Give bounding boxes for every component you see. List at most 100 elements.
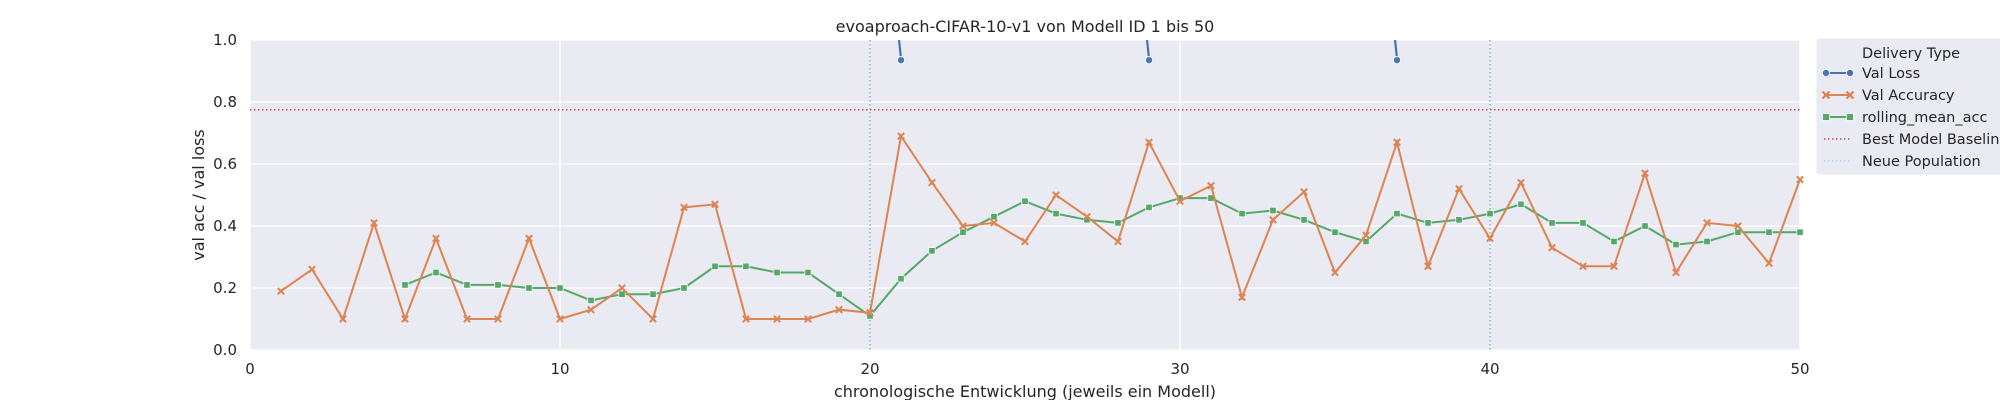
- rolling-mean-point: [556, 284, 564, 292]
- val-accuracy-point: [618, 284, 626, 292]
- legend-item-val-loss: Val Loss: [1822, 66, 1920, 82]
- rolling-mean-point: [990, 213, 998, 221]
- val-accuracy-point: [463, 315, 471, 323]
- val-loss-point: [1393, 56, 1402, 65]
- val-accuracy-point: [1021, 237, 1029, 246]
- val-accuracy-line: [280, 133, 1801, 323]
- x-tick-label: 0: [245, 360, 255, 378]
- legend: Delivery Type Val Loss Val Accuracy roll…: [1815, 37, 2000, 176]
- rolling-mean-point: [1548, 219, 1556, 227]
- val-accuracy-point: [432, 234, 440, 243]
- val-accuracy-point: [1207, 181, 1215, 190]
- y-tick-label: 0.8: [213, 93, 237, 111]
- legend-item-population: Neue Population: [1824, 154, 1981, 170]
- legend-item-val-accuracy: Val Accuracy: [1821, 88, 1955, 104]
- val-accuracy-point: [494, 315, 502, 323]
- rolling-mean-point: [1486, 210, 1494, 218]
- legend-item-baseline: Best Model Baseline: [1824, 132, 2000, 148]
- x-tick-label: 30: [1170, 360, 1189, 378]
- val-accuracy-point: [1393, 138, 1401, 147]
- rolling-mean-point: [1145, 203, 1153, 211]
- tick-labels: 0 10 20 30 40 50 0.0 0.2 0.4 0.6 0.8 1.0: [213, 31, 1809, 378]
- rolling-mean-point: [1610, 237, 1618, 246]
- val-accuracy-point: [277, 287, 285, 296]
- y-tick-label: 0.6: [213, 155, 237, 173]
- rolling-mean-point: [587, 296, 595, 304]
- legend-title: Delivery Type: [1862, 46, 1960, 62]
- val-accuracy-point: [1114, 237, 1122, 246]
- y-tick-label: 0.4: [213, 217, 237, 235]
- rolling-mean-point: [618, 290, 626, 298]
- rolling-mean-point: [711, 262, 719, 270]
- rolling-mean-point: [463, 281, 471, 289]
- rolling-mean-point: [1455, 216, 1463, 224]
- rolling-mean-point: [1703, 237, 1711, 246]
- y-tick-label: 0.0: [213, 341, 237, 359]
- val-accuracy-point: [1641, 169, 1649, 178]
- rolling-mean-line: [404, 197, 1800, 318]
- legend-frame: [1815, 37, 2000, 176]
- val-accuracy-point: [1796, 175, 1804, 184]
- val-accuracy-point: [1424, 262, 1432, 271]
- x-tick-label: 40: [1480, 360, 1499, 378]
- rolling-mean-point: [835, 290, 843, 298]
- rolling-mean-point: [649, 290, 657, 298]
- rolling-mean-point: [1362, 237, 1370, 246]
- rolling-mean-point: [1114, 219, 1122, 227]
- rolling-mean-point: [804, 268, 812, 277]
- rolling-mean-point: [525, 284, 533, 292]
- rolling-mean-point: [773, 268, 781, 277]
- val-accuracy-point: [1455, 184, 1463, 193]
- val-accuracy-point: [1238, 293, 1246, 302]
- val-loss-point: [897, 56, 906, 65]
- rolling-mean-point: [1796, 228, 1804, 236]
- rolling-mean-point: [1734, 228, 1742, 236]
- val-accuracy-point: [339, 315, 347, 323]
- rolling-mean-point: [1021, 197, 1029, 205]
- val-accuracy-point: [835, 305, 843, 314]
- val-accuracy-point: [1300, 187, 1308, 196]
- legend-label-rolling-mean: rolling_mean_acc: [1862, 110, 1987, 126]
- val-accuracy-point: [525, 234, 533, 243]
- val-accuracy-point: [1331, 268, 1339, 277]
- rolling-mean-point: [1238, 210, 1246, 218]
- y-tick-label: 1.0: [213, 31, 237, 49]
- legend-label-val-loss: Val Loss: [1862, 66, 1920, 82]
- val-accuracy-point: [1486, 234, 1494, 243]
- rolling-mean-point: [1331, 228, 1339, 236]
- val-accuracy-point: [742, 315, 750, 323]
- rolling-mean-point: [1579, 219, 1587, 227]
- rolling-mean-point: [1300, 216, 1308, 224]
- val-accuracy-point: [1579, 262, 1587, 271]
- rolling-mean-point: [432, 268, 440, 277]
- rolling-mean-point: [928, 247, 936, 255]
- val-accuracy-point: [1672, 268, 1680, 277]
- val-accuracy-point: [1703, 218, 1711, 227]
- rolling-mean-point: [1269, 206, 1277, 215]
- legend-label-baseline: Best Model Baseline: [1862, 132, 2000, 148]
- val-accuracy-point: [649, 315, 657, 323]
- x-tick-label: 20: [860, 360, 879, 378]
- val-accuracy-point: [1517, 178, 1525, 187]
- val-accuracy-point: [1269, 215, 1277, 224]
- val-accuracy-point: [1610, 262, 1618, 271]
- rolling-mean-point: [897, 275, 905, 283]
- x-tick-label: 50: [1790, 360, 1809, 378]
- legend-label-population: Neue Population: [1862, 154, 1981, 170]
- val-accuracy-point: [1176, 197, 1184, 206]
- val-accuracy-point: [370, 218, 378, 227]
- rolling-mean-point: [401, 281, 409, 289]
- series-layer: [277, 39, 1804, 323]
- rolling-mean-point: [1393, 210, 1401, 218]
- val-accuracy-point: [773, 315, 781, 323]
- val-accuracy-point: [401, 315, 409, 323]
- chart-title: evoaproach-CIFAR-10-v1 von Modell ID 1 b…: [836, 17, 1215, 36]
- val-accuracy-point: [556, 315, 564, 323]
- val-accuracy-point: [804, 315, 812, 323]
- y-axis-title: val acc / val loss: [189, 129, 208, 260]
- val-accuracy-point: [928, 178, 936, 187]
- val-accuracy-point: [1734, 222, 1742, 230]
- val-accuracy-point: [1145, 138, 1153, 147]
- val-accuracy-point: [990, 218, 998, 227]
